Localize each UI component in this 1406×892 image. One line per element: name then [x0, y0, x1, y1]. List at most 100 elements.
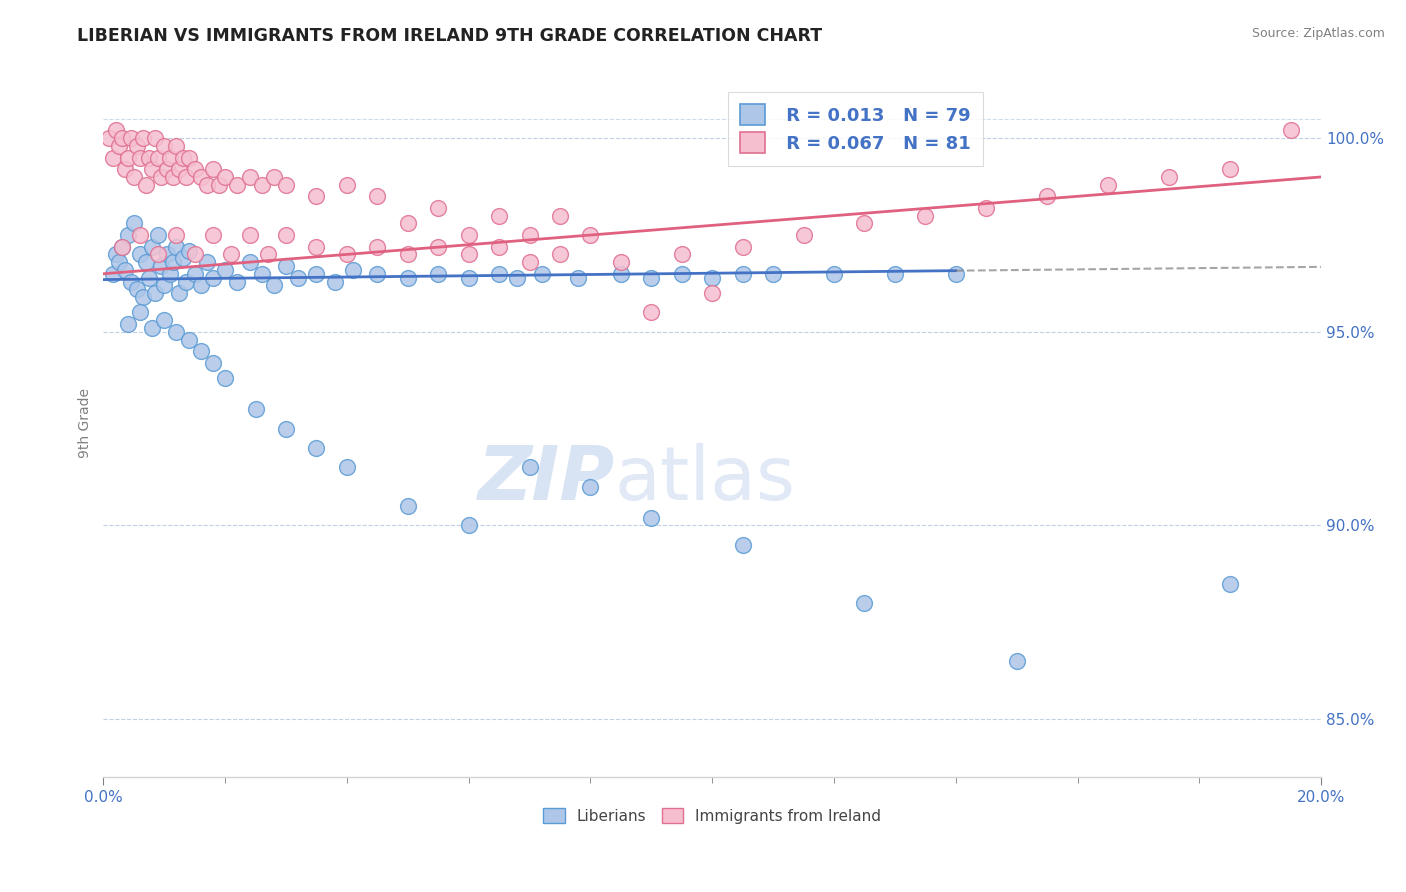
Point: [214, 263, 236, 277]
Point: [159, 151, 181, 165]
Point: [104, 247, 127, 261]
Point: [519, 255, 541, 269]
Point: [488, 240, 510, 254]
Point: [165, 325, 187, 339]
Point: [177, 151, 200, 165]
Point: [150, 259, 173, 273]
Point: [287, 270, 309, 285]
Point: [226, 178, 249, 192]
Point: [457, 518, 479, 533]
Point: [219, 247, 242, 261]
Point: [305, 267, 328, 281]
Point: [148, 151, 170, 165]
Point: [256, 247, 278, 261]
Point: [250, 178, 273, 192]
Point: [101, 151, 124, 165]
Point: [1219, 576, 1241, 591]
Point: [1005, 654, 1028, 668]
Point: [263, 169, 285, 184]
Point: [567, 270, 589, 285]
Point: [305, 441, 328, 455]
Point: [793, 227, 815, 242]
Point: [336, 178, 359, 192]
Point: [702, 270, 724, 285]
Point: [141, 321, 163, 335]
Point: [366, 240, 388, 254]
Point: [143, 286, 166, 301]
Point: [120, 131, 142, 145]
Point: [506, 270, 529, 285]
Point: [138, 270, 160, 285]
Point: [141, 240, 163, 254]
Point: [129, 151, 152, 165]
Point: [488, 209, 510, 223]
Text: Source: ZipAtlas.com: Source: ZipAtlas.com: [1251, 27, 1385, 40]
Point: [853, 596, 876, 610]
Point: [238, 169, 260, 184]
Point: [427, 240, 450, 254]
Point: [195, 178, 218, 192]
Point: [396, 499, 419, 513]
Point: [190, 278, 212, 293]
Point: [156, 162, 179, 177]
Point: [141, 162, 163, 177]
Point: [201, 270, 224, 285]
Point: [1219, 162, 1241, 177]
Point: [201, 356, 224, 370]
Point: [274, 259, 297, 273]
Point: [640, 305, 662, 319]
Point: [153, 278, 176, 293]
Point: [457, 227, 479, 242]
Point: [519, 227, 541, 242]
Legend: Liberians, Immigrants from Ireland: Liberians, Immigrants from Ireland: [537, 802, 887, 830]
Point: [579, 227, 602, 242]
Point: [132, 131, 155, 145]
Point: [172, 151, 194, 165]
Text: ZIP: ZIP: [478, 443, 614, 516]
Point: [153, 313, 176, 327]
Point: [120, 275, 142, 289]
Point: [132, 290, 155, 304]
Point: [208, 178, 231, 192]
Point: [548, 247, 571, 261]
Point: [174, 169, 197, 184]
Point: [396, 216, 419, 230]
Point: [190, 169, 212, 184]
Point: [427, 201, 450, 215]
Point: [274, 178, 297, 192]
Point: [122, 169, 145, 184]
Text: atlas: atlas: [614, 443, 796, 516]
Point: [274, 227, 297, 242]
Point: [138, 151, 160, 165]
Point: [104, 123, 127, 137]
Point: [98, 131, 121, 145]
Point: [117, 227, 139, 242]
Point: [114, 162, 136, 177]
Point: [671, 247, 693, 261]
Point: [1097, 178, 1119, 192]
Point: [190, 344, 212, 359]
Point: [226, 275, 249, 289]
Y-axis label: 9th Grade: 9th Grade: [79, 388, 93, 458]
Point: [530, 267, 553, 281]
Point: [150, 169, 173, 184]
Point: [519, 460, 541, 475]
Point: [238, 227, 260, 242]
Point: [162, 255, 184, 269]
Point: [366, 189, 388, 203]
Point: [125, 282, 148, 296]
Point: [125, 139, 148, 153]
Point: [111, 240, 134, 254]
Point: [107, 139, 129, 153]
Point: [396, 247, 419, 261]
Point: [762, 267, 785, 281]
Point: [250, 267, 273, 281]
Point: [169, 286, 191, 301]
Point: [702, 286, 724, 301]
Point: [305, 189, 328, 203]
Point: [914, 209, 936, 223]
Point: [823, 267, 845, 281]
Point: [135, 255, 157, 269]
Point: [165, 139, 187, 153]
Point: [427, 267, 450, 281]
